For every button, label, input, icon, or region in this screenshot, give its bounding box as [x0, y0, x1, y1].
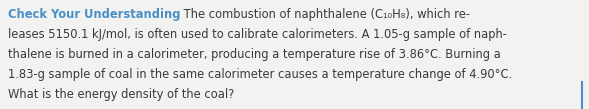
Text: Check Your Understanding: Check Your Understanding [8, 8, 180, 21]
Text: The combustion of naphthalene (C₁₀H₈), which re-: The combustion of naphthalene (C₁₀H₈), w… [180, 8, 471, 21]
Text: leases 5150.1 kJ/mol, is often used to calibrate calorimeters. A 1.05-g sample o: leases 5150.1 kJ/mol, is often used to c… [8, 28, 507, 41]
Text: What is the energy density of the coal?: What is the energy density of the coal? [8, 88, 234, 101]
Text: 1.83-g sample of coal in the same calorimeter causes a temperature change of 4.9: 1.83-g sample of coal in the same calori… [8, 68, 512, 81]
Text: thalene is burned in a calorimeter, producing a temperature rise of 3.86°C. Burn: thalene is burned in a calorimeter, prod… [8, 48, 501, 61]
